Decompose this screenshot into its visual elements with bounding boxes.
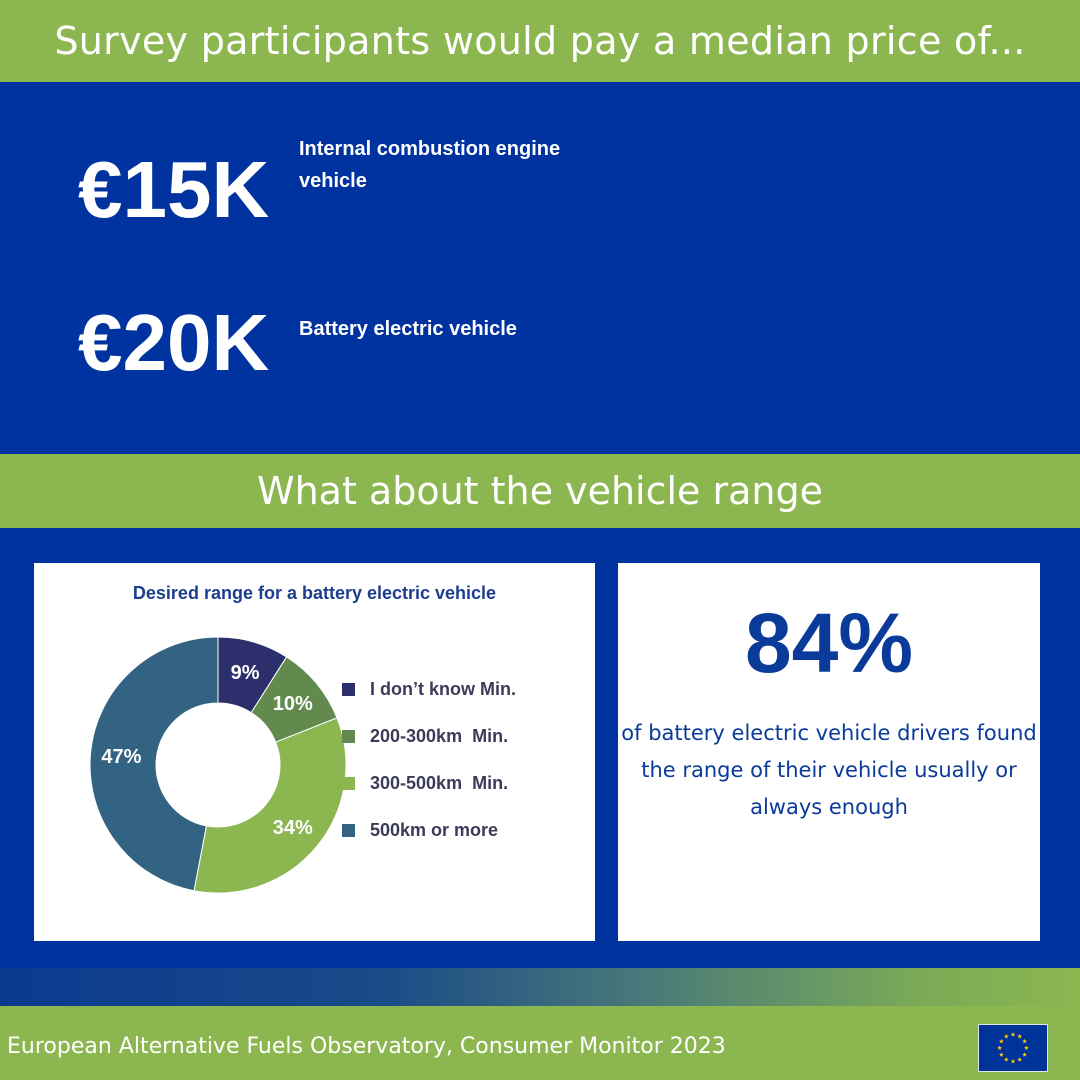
footer: European Alternative Fuels Observatory, …	[0, 1006, 1080, 1080]
gradient-strip	[0, 968, 1080, 1006]
legend-label: 500km or more	[370, 820, 499, 840]
price-ice-label: Internal combustion engine vehicle	[299, 138, 561, 192]
eu-star-icon	[1010, 1058, 1016, 1064]
range-section-title: What about the vehicle range	[257, 469, 823, 513]
stat-card: 84% of battery electric vehicle drivers …	[618, 563, 1040, 941]
slice-data-label: 47%	[101, 746, 141, 768]
price-section	[0, 82, 1080, 454]
eu-star-icon	[1024, 1045, 1029, 1051]
eu-star-icon	[1010, 1032, 1016, 1037]
eu-star-icon	[1003, 1057, 1009, 1062]
legend-swatch	[342, 683, 355, 696]
slice-300-500km	[193, 717, 347, 894]
slice-500km-plus	[89, 636, 219, 892]
slice-data-label: 10%	[273, 693, 313, 715]
stat-text: of battery electric vehicle drivers foun…	[621, 721, 1037, 819]
price-bev-label: Battery electric vehicle	[299, 318, 517, 340]
eu-star-icon	[1017, 1033, 1023, 1039]
legend-label: 200-300km Min.	[370, 726, 509, 746]
price-ice-value: €15K	[78, 145, 270, 234]
legend-item-200-300km: 200-300km Min.	[342, 718, 516, 755]
price-bev-value: €20K	[78, 298, 270, 387]
legend-swatch	[342, 824, 355, 837]
legend-item-500km-plus: 500km or more	[342, 812, 516, 849]
eu-star-icon	[999, 1052, 1004, 1057]
header-title: Survey participants would pay a median p…	[54, 19, 1026, 63]
eu-flag-icon	[978, 1024, 1048, 1072]
slice-data-label: 9%	[231, 662, 260, 684]
legend-item-300-500km: 300-500km Min.	[342, 765, 516, 802]
footer-source: European Alternative Fuels Observatory, …	[7, 1034, 726, 1059]
eu-star-icon	[1022, 1052, 1027, 1057]
eu-star-icon	[1003, 1033, 1009, 1039]
legend-item-dont-know: I don’t know Min.	[342, 671, 516, 708]
eu-star-icon	[1017, 1057, 1023, 1062]
legend-label: 300-500km Min.	[370, 773, 509, 793]
header-band: Survey participants would pay a median p…	[0, 0, 1080, 82]
legend-swatch	[342, 730, 355, 743]
chart-title: Desired range for a battery electric veh…	[132, 583, 497, 603]
eu-star-icon	[997, 1045, 1002, 1051]
legend-swatch	[342, 777, 355, 790]
eu-star-icon	[1022, 1038, 1027, 1044]
slice-data-label: 34%	[273, 817, 313, 839]
range-section-band: What about the vehicle range	[0, 454, 1080, 528]
chart-card: Desired range for a battery electric veh…	[34, 563, 595, 941]
chart-legend: I don’t know Min. 200-300km Min. 300-500…	[342, 671, 516, 859]
donut-chart: 9% 10% 34% 47%	[89, 636, 347, 894]
eu-star-icon	[999, 1038, 1004, 1044]
legend-label: I don’t know Min.	[370, 679, 516, 699]
stat-value: 84%	[744, 596, 914, 690]
